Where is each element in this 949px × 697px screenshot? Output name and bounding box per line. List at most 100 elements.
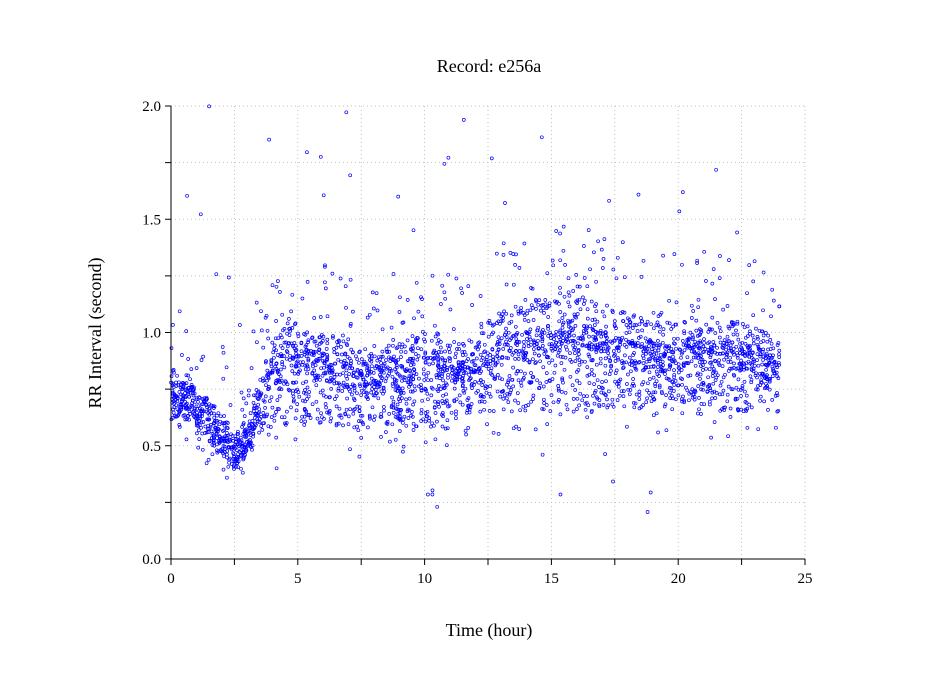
data-point [539, 135, 544, 140]
data-point [285, 409, 289, 414]
data-point [516, 357, 521, 361]
data-point [711, 340, 716, 344]
data-point [538, 359, 542, 364]
data-point [220, 421, 225, 425]
data-point [746, 345, 751, 350]
data-point [248, 411, 253, 415]
data-point [279, 387, 284, 392]
data-point [558, 492, 563, 497]
data-point [359, 357, 364, 361]
data-point [357, 419, 361, 423]
data-point [741, 322, 745, 326]
data-point [176, 383, 181, 388]
data-point [442, 368, 447, 373]
data-point [745, 324, 750, 329]
data-point [184, 437, 189, 442]
data-point [527, 380, 532, 384]
data-point [697, 407, 701, 412]
data-point [735, 396, 740, 401]
data-point [508, 349, 512, 353]
data-point [496, 335, 501, 340]
data-point [407, 374, 412, 379]
data-point [543, 302, 548, 307]
data-point [260, 428, 265, 432]
data-point [668, 390, 672, 395]
data-point [411, 421, 416, 426]
data-point [366, 425, 370, 430]
data-point [718, 392, 722, 397]
data-point [674, 397, 678, 402]
data-point [749, 380, 754, 385]
data-point [613, 352, 617, 357]
data-point [388, 356, 393, 361]
data-point [376, 396, 381, 401]
data-point [454, 351, 458, 356]
data-point [278, 380, 282, 385]
data-point [726, 360, 731, 364]
data-point [735, 321, 740, 326]
data-point [594, 347, 599, 352]
data-point [588, 267, 592, 272]
data-point [391, 343, 395, 348]
data-point [433, 437, 438, 442]
data-point [446, 155, 451, 160]
data-point [458, 375, 462, 379]
data-point [325, 314, 330, 319]
data-point [760, 349, 765, 354]
data-point [529, 371, 533, 375]
data-point [621, 319, 626, 324]
data-point [305, 397, 309, 401]
data-point [211, 438, 216, 442]
data-point [651, 413, 656, 418]
data-point [667, 321, 672, 326]
data-point [607, 198, 611, 203]
data-point [583, 407, 588, 412]
data-point [188, 377, 192, 382]
data-point [442, 386, 446, 391]
data-point [585, 284, 590, 289]
data-point [379, 361, 383, 365]
data-point [732, 361, 736, 366]
data-point [424, 388, 428, 393]
data-point [323, 264, 327, 269]
data-point [374, 391, 378, 396]
data-point [611, 479, 615, 484]
data-point [348, 173, 353, 178]
data-point [645, 319, 650, 324]
data-point [427, 362, 432, 367]
data-point [452, 398, 457, 403]
data-point [573, 314, 577, 319]
data-point [286, 387, 291, 392]
data-point [409, 373, 414, 378]
data-point [351, 309, 355, 314]
data-point [474, 356, 479, 361]
data-point [378, 357, 382, 362]
data-point [571, 397, 576, 401]
data-point [221, 437, 226, 441]
data-point [630, 326, 635, 330]
x-tick-label: 0 [167, 571, 175, 587]
data-point [495, 321, 499, 325]
data-point [755, 387, 760, 392]
data-point [371, 393, 376, 398]
data-point [188, 412, 192, 416]
data-point [622, 360, 626, 365]
data-point [534, 307, 538, 311]
data-point [423, 332, 427, 336]
data-point [548, 409, 553, 413]
data-point [714, 370, 718, 375]
data-point [652, 343, 656, 348]
data-point [591, 334, 596, 339]
data-point [598, 361, 603, 366]
data-point [328, 379, 333, 384]
data-point [447, 359, 452, 364]
data-point [531, 397, 535, 401]
data-point [610, 402, 615, 407]
data-point [521, 376, 526, 380]
data-point [656, 430, 660, 435]
data-point [469, 339, 474, 344]
data-point [390, 422, 395, 427]
data-point [597, 402, 601, 407]
data-point [306, 394, 311, 399]
data-point [371, 306, 376, 311]
